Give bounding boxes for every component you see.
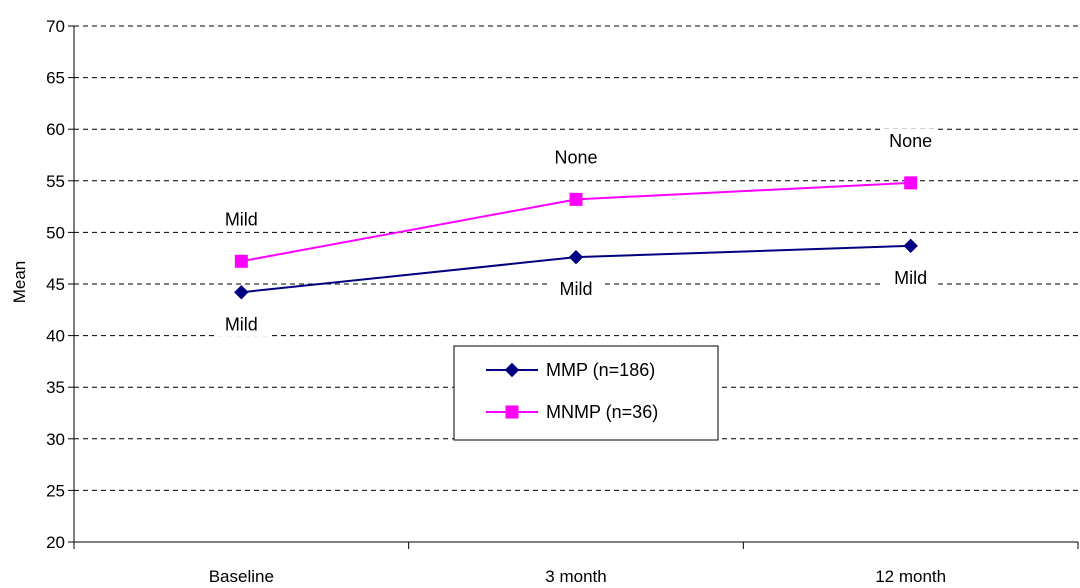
data-point: [234, 254, 248, 268]
data-point: [234, 285, 249, 300]
y-tick-label: 40: [46, 327, 65, 346]
data-point: [568, 249, 584, 265]
series-layer: Mild Mild Mild Mild None None: [214, 128, 938, 337]
legend: MMP (n=186) MNMP (n=36): [453, 345, 719, 441]
y-tick-label: 35: [46, 378, 65, 397]
data-label: None: [889, 131, 932, 151]
x-tick-label: 12 month: [875, 567, 946, 586]
y-tick-label: 70: [46, 17, 65, 36]
legend-label: MMP (n=186): [546, 360, 655, 380]
y-tick-label: 20: [46, 533, 65, 552]
data-label: Mild: [225, 314, 258, 334]
series-0: Mild Mild Mild: [214, 238, 938, 337]
x-tick-label: Baseline: [209, 567, 274, 586]
x-axis-ticks: Baseline 3 month 12 month: [73, 542, 1079, 586]
y-axis-title: Mean: [10, 261, 29, 304]
data-label: Mild: [894, 268, 927, 288]
data-label-background: [549, 277, 603, 302]
series-1: Mild None None: [214, 128, 938, 268]
data-label: Mild: [225, 209, 258, 229]
y-tick-label: 25: [46, 481, 65, 500]
y-tick-label: 50: [46, 223, 65, 242]
y-axis-ticks: 20 25 30 35 40 45 50 55 60 65 70: [46, 17, 74, 552]
data-label: None: [554, 147, 597, 167]
y-tick-label: 60: [46, 120, 65, 139]
data-label-background: [883, 265, 938, 290]
data-label-background: [883, 128, 938, 153]
legend-label: MNMP (n=36): [546, 402, 658, 422]
data-point: [903, 238, 918, 254]
y-tick-label: 30: [46, 430, 65, 449]
data-point: [904, 176, 918, 190]
legend-marker: [504, 362, 520, 378]
y-tick-label: 55: [46, 172, 65, 191]
data-label-background: [549, 145, 603, 170]
data-label: Mild: [559, 279, 592, 299]
data-label-background: [214, 207, 269, 232]
data-point: [569, 192, 583, 206]
x-tick-label: 3 month: [545, 567, 606, 586]
legend-box: [453, 345, 719, 441]
legend-marker: [505, 405, 519, 419]
y-tick-label: 65: [46, 69, 65, 88]
y-tick-label: 45: [46, 275, 65, 294]
data-label-background: [214, 312, 269, 337]
